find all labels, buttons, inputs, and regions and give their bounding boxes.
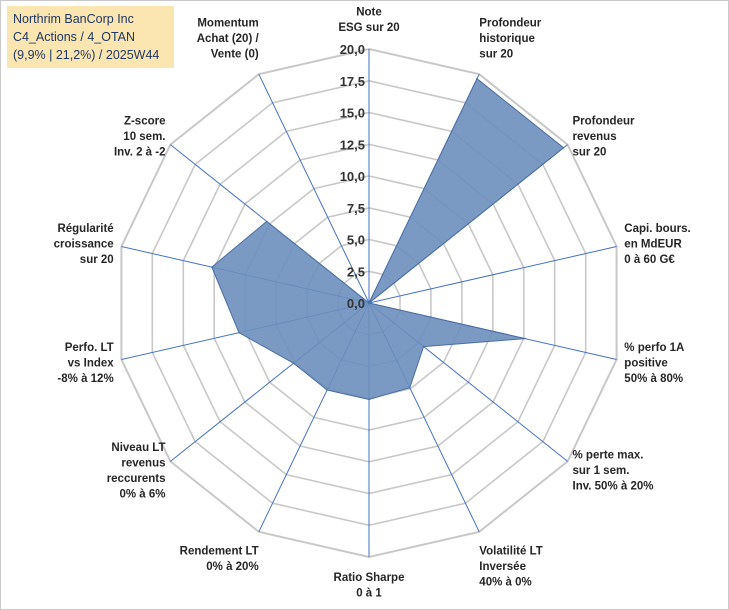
axis-label-line: sur 20 xyxy=(80,254,114,266)
category-label: C4_Actions / 4_OTAN xyxy=(13,30,136,44)
axis-label: Ratio Sharpe 0 à 1 xyxy=(334,572,405,600)
axis-label-line: historique xyxy=(479,33,535,45)
tick-label: 15,0 xyxy=(340,106,365,121)
axis-label-line: Inv. 50% à 20% xyxy=(573,481,654,493)
data-point xyxy=(238,331,240,334)
data-point xyxy=(476,77,478,80)
axis-label: Volatilité LT Inversée 40% à 0% xyxy=(479,546,542,589)
axis-label-line: Achat (20) / xyxy=(197,33,260,45)
axis-label-line: ESG sur 20 xyxy=(338,22,399,34)
axis-spoke xyxy=(368,246,617,304)
axis-label-line: sur 20 xyxy=(479,49,513,61)
tick-label: 12,5 xyxy=(340,137,365,152)
data-point xyxy=(422,345,425,348)
axis-label-line: 0% à 20% xyxy=(206,561,258,573)
axis-label: Rendement LT 0% à 20% xyxy=(180,546,259,574)
axis-label: Z-score 10 sem. Inv. 2 à -2 xyxy=(114,115,166,158)
axis-label-line: Inv. 2 à -2 xyxy=(114,146,166,158)
axis-label: % perfo 1A positive 50% à 80% xyxy=(624,342,684,385)
axis-label-line: en MdEUR xyxy=(624,238,682,250)
data-point xyxy=(368,398,370,401)
data-point xyxy=(562,147,565,149)
axis-label-line: Profondeur xyxy=(573,115,635,127)
axis-label: Régularité croissance sur 20 xyxy=(54,223,114,266)
data-point xyxy=(326,389,328,391)
axis-label-line: revenus xyxy=(573,131,617,143)
axis-label-line: % perte max. xyxy=(573,450,644,462)
axis-label-line: Vente (0) xyxy=(211,49,259,61)
axis-spoke xyxy=(258,73,370,304)
axis-label-line: Profondeur xyxy=(479,18,541,30)
series-area xyxy=(211,77,565,401)
axis-label-line: sur 20 xyxy=(573,146,607,158)
performance-label: (9,9% | 21,2%) / 2025W44 xyxy=(13,48,160,62)
data-point xyxy=(292,362,295,365)
axis-label-line: Rendement LT xyxy=(180,546,259,558)
axis-label: Capi. bours. en MdEUR 0 à 60 G€ xyxy=(624,223,690,266)
company-name: Northrim BanCorp Inc xyxy=(13,12,134,26)
axis-label-line: Régularité xyxy=(57,223,113,235)
axis-label: Profondeur historique sur 20 xyxy=(479,18,541,61)
axis-label-line: sur 1 sem. xyxy=(573,465,630,477)
axis-label-line: Capi. bours. xyxy=(624,223,690,235)
axis-label-line: Perfo. LT xyxy=(65,342,114,354)
axis-label-line: revenus xyxy=(121,457,165,469)
tick-label: 0,0 xyxy=(347,296,365,311)
axis-label-line: Note xyxy=(356,7,382,19)
axis-label: Perfo. LT vs Index -8% à 12% xyxy=(57,342,114,385)
data-point xyxy=(409,386,411,389)
axis-label-line: croissance xyxy=(54,238,114,250)
axis-label: % perte max. sur 1 sem. Inv. 50% à 20% xyxy=(573,450,654,493)
axis-label-line: 0 à 1 xyxy=(356,588,382,600)
axis-label-line: 0 à 60 G€ xyxy=(624,254,675,266)
axis-label-line: Z-score xyxy=(124,115,166,127)
tick-label: 10,0 xyxy=(340,169,365,184)
axis-label-line: reccurents xyxy=(107,473,166,485)
axis-label: Momentum Achat (20) / Vente (0) xyxy=(197,18,260,61)
data-point xyxy=(265,220,268,223)
axis-label-line: % perfo 1A xyxy=(624,342,684,354)
axis-label-line: Niveau LT xyxy=(111,442,165,454)
axis-label-line: Momentum xyxy=(197,18,258,30)
axis-label-line: Ratio Sharpe xyxy=(334,572,405,584)
axis-label-line: Inversée xyxy=(479,561,526,573)
axis-label: Note ESG sur 20 xyxy=(338,7,399,35)
tick-label: 5,0 xyxy=(347,233,365,248)
data-point xyxy=(211,266,213,268)
axis-label: Niveau LT revenus reccurents 0% à 6% xyxy=(107,442,166,501)
info-box: Northrim BanCorp Inc C4_Actions / 4_OTAN… xyxy=(7,6,174,68)
tick-label: 2,5 xyxy=(347,264,365,279)
axis-label-line: Volatilité LT xyxy=(479,546,542,558)
data-point xyxy=(368,302,370,304)
axis-label-line: vs Index xyxy=(68,358,115,370)
axis-label-line: 50% à 80% xyxy=(624,373,683,385)
axis-label-line: 0% à 6% xyxy=(119,488,165,500)
axis-label-line: 10 sem. xyxy=(123,131,165,143)
tick-label: 20,0 xyxy=(340,42,365,57)
data-point xyxy=(524,337,526,340)
axis-label-line: -8% à 12% xyxy=(57,373,113,385)
axis-label-line: 40% à 0% xyxy=(479,577,531,589)
axis-label-line: positive xyxy=(624,358,667,370)
axis-label: Profondeur revenus sur 20 xyxy=(573,115,635,158)
tick-label: 7,5 xyxy=(347,201,365,216)
tick-label: 17,5 xyxy=(340,74,365,89)
